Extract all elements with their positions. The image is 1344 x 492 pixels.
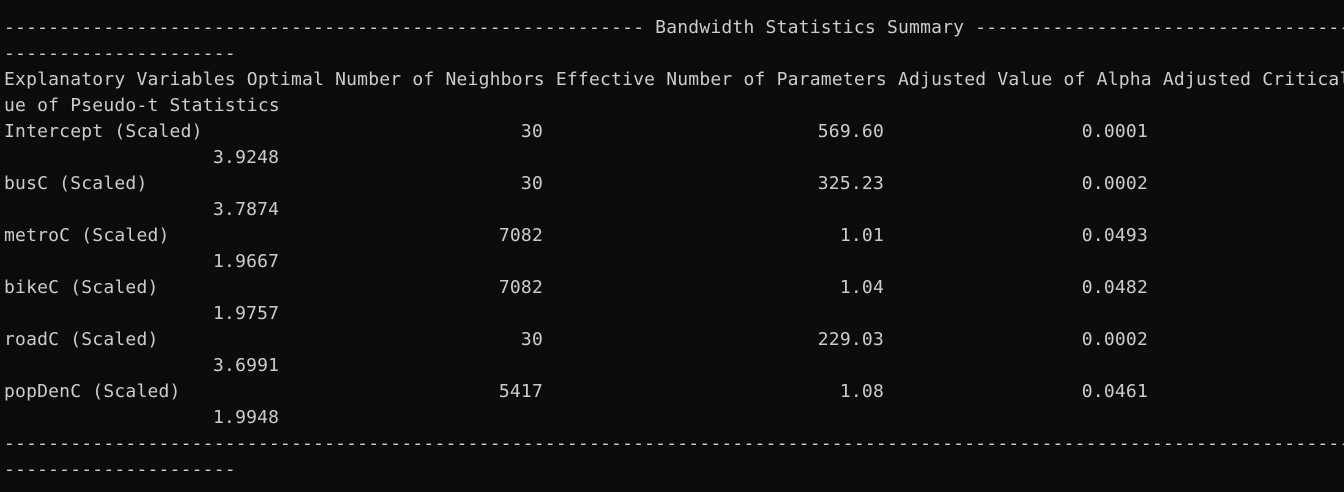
critical-value: 1.9757 <box>213 303 280 324</box>
column-header-wrap-line: ue of Pseudo-t Statistics <box>4 95 280 116</box>
summary-title-line: ----------------------------------------… <box>4 17 1344 38</box>
neighbors-value: 30 <box>520 121 543 142</box>
variable-name: popDenC (Scaled) <box>4 381 181 402</box>
parameters-value: 325.23 <box>817 173 884 194</box>
alpha-value: 0.0482 <box>1081 277 1148 298</box>
variable-name: bikeC (Scaled) <box>4 277 159 298</box>
parameters-value: 1.04 <box>839 277 884 298</box>
neighbors-value: 5417 <box>498 381 543 402</box>
neighbors-value: 7082 <box>498 277 543 298</box>
variable-name: metroC (Scaled) <box>4 225 170 246</box>
variable-name: roadC (Scaled) <box>4 329 159 350</box>
variable-name: busC (Scaled) <box>4 173 148 194</box>
parameters-value: 1.08 <box>839 381 884 402</box>
footer-divider-line: ----------------------------------------… <box>4 433 1344 454</box>
neighbors-value: 30 <box>520 329 543 350</box>
column-header-line: Explanatory Variables Optimal Number of … <box>4 69 1344 90</box>
critical-value: 1.9667 <box>213 251 280 272</box>
critical-value: 3.9248 <box>213 147 280 168</box>
critical-value: 1.9948 <box>213 407 280 428</box>
neighbors-value: 7082 <box>498 225 543 246</box>
variable-name: Intercept (Scaled) <box>4 121 203 142</box>
neighbors-value: 30 <box>520 173 543 194</box>
critical-value: 3.7874 <box>213 199 280 220</box>
parameters-value: 1.01 <box>839 225 884 246</box>
alpha-value: 0.0461 <box>1081 381 1148 402</box>
critical-value: 3.6991 <box>213 355 280 376</box>
parameters-value: 229.03 <box>817 329 884 350</box>
summary-title-wrap-line: --------------------- <box>4 43 236 64</box>
alpha-value: 0.0493 <box>1081 225 1148 246</box>
alpha-value: 0.0002 <box>1081 329 1148 350</box>
alpha-value: 0.0001 <box>1081 121 1148 142</box>
alpha-value: 0.0002 <box>1081 173 1148 194</box>
parameters-value: 569.60 <box>817 121 884 142</box>
footer-divider-wrap-line: --------------------- <box>4 459 236 480</box>
